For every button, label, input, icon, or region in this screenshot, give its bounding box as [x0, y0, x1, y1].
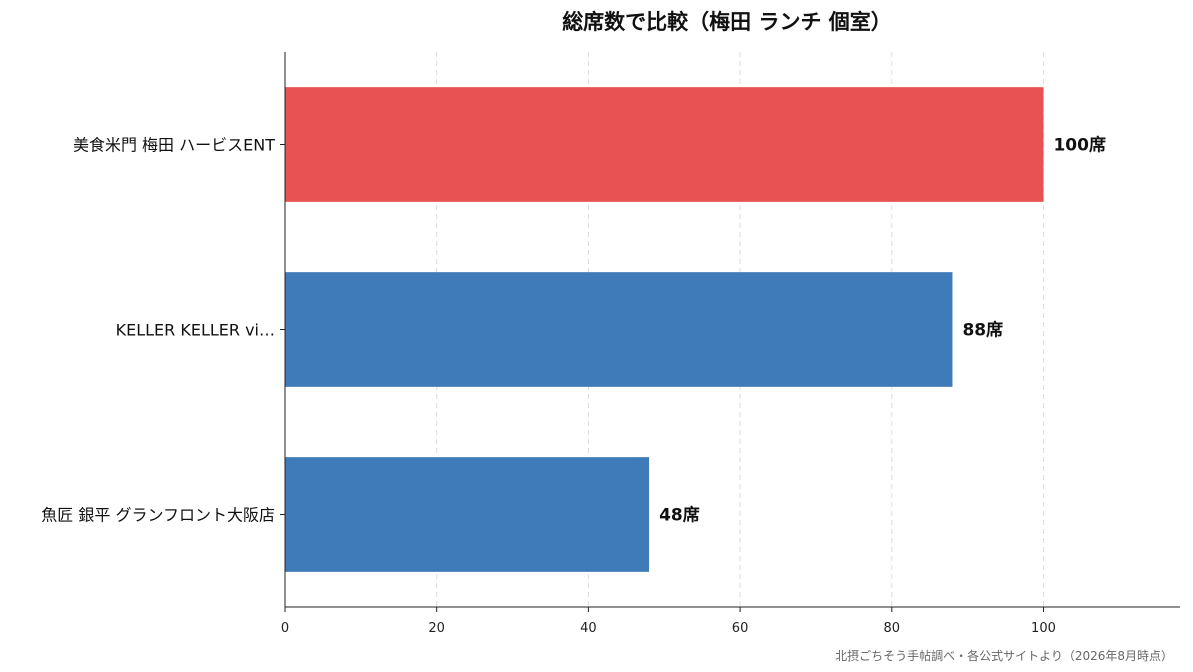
data-label-2: 48席: [659, 505, 700, 526]
x-tick-label-20: 20: [428, 621, 445, 636]
axes: [280, 52, 1180, 612]
x-tick-label-60: 60: [732, 621, 749, 636]
bar-1: [285, 272, 953, 387]
source-note: 北摂ごちそう手帖調べ・各公式サイトより（2026年8月時点）: [835, 648, 1173, 663]
chart-title: 総席数で比較（梅田 ランチ 個室）: [562, 10, 892, 34]
x-tick-label-100: 100: [1031, 621, 1056, 636]
bars: [285, 87, 1044, 572]
category-label-1: KELLER KELLER vi…: [116, 321, 275, 340]
data-label-0: 100席: [1053, 135, 1106, 156]
data-label-1: 88席: [962, 320, 1003, 341]
labels: 0 20 40 60 80 100 美食米門 梅田 ハービスENT 100席 KELLER KE…: [41, 135, 1106, 637]
bar-0: [285, 87, 1044, 202]
x-tick-label-40: 40: [580, 621, 597, 636]
bar-2: [285, 457, 650, 572]
category-label-0: 美食米門 梅田 ハービスENT: [73, 136, 275, 155]
x-tick-label-80: 80: [884, 621, 901, 636]
category-label-2: 魚匠 銀平 グランフロント大阪店: [41, 506, 275, 525]
x-tick-label-0: 0: [281, 621, 289, 636]
